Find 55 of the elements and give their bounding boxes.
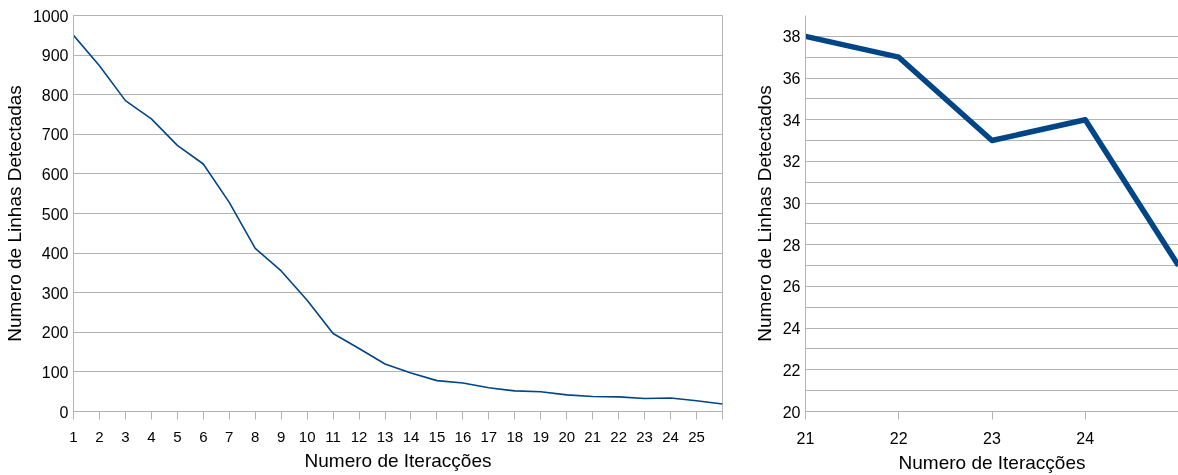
- y-tick-label: 300: [41, 284, 69, 302]
- x-axis-title: Numero de Iteracções: [898, 451, 1086, 473]
- x-tick-label: 16: [454, 427, 472, 445]
- x-tick-label: 22: [889, 429, 908, 447]
- y-tick-label: 100: [41, 363, 69, 381]
- line-series: [73, 34, 723, 405]
- x-tick-label: 17: [480, 427, 498, 445]
- x-tick-label: 24: [1076, 429, 1095, 447]
- x-tick-label: 21: [796, 429, 815, 447]
- y-tick-label: 34: [782, 111, 801, 129]
- y-tick-label: 900: [41, 47, 69, 65]
- y-tick-label: 600: [41, 165, 69, 183]
- x-tick-label: 12: [350, 427, 368, 445]
- y-tick-label: 28: [782, 236, 801, 254]
- y-tick-label: 24: [782, 320, 801, 338]
- y-axis-title: Numero de Linhas Detectadas: [3, 85, 25, 342]
- y-tick-label: 1000: [32, 7, 69, 25]
- x-tick-label: 13: [376, 427, 394, 445]
- x-tick-label: 24: [662, 427, 679, 445]
- x-axis-title: Numero de Iteracções: [304, 449, 492, 471]
- x-tick-label: 20: [558, 427, 576, 445]
- x-tick-label: 9: [277, 427, 286, 445]
- y-tick-label: 30: [782, 195, 801, 213]
- x-tick-label: 6: [199, 427, 208, 445]
- x-tick-label: 4: [147, 427, 156, 445]
- x-tick-label: 3: [121, 427, 130, 445]
- x-tick-label: 15: [428, 427, 446, 445]
- y-tick-label: 800: [41, 86, 69, 104]
- x-tick-label: 23: [983, 429, 1001, 447]
- y-tick-label: 26: [782, 278, 801, 296]
- y-tick-label: 700: [41, 126, 69, 144]
- y-tick-label: 400: [41, 245, 69, 263]
- x-tick-label: 10: [298, 427, 316, 445]
- x-tick-label: 7: [225, 427, 234, 445]
- y-tick-label: 22: [782, 361, 801, 379]
- x-tick-label: 11: [325, 427, 341, 445]
- x-tick-label: 14: [402, 427, 420, 445]
- x-tick-label: 18: [506, 427, 524, 445]
- x-tick-label: 1: [69, 427, 78, 445]
- y-tick-label: 200: [41, 324, 69, 342]
- x-tick-label: 5: [173, 427, 182, 445]
- y-tick-label: 32: [782, 153, 801, 171]
- x-tick-label: 22: [610, 427, 628, 445]
- y-tick-label: 500: [41, 205, 69, 223]
- y-tick-label: 36: [782, 70, 801, 88]
- y-axis-title: Numero de Linhas Detectados: [753, 85, 775, 342]
- x-tick-label: 19: [532, 427, 550, 445]
- y-tick-label: 38: [782, 28, 801, 46]
- x-tick-label: 25: [688, 427, 705, 445]
- x-tick-label: 23: [636, 427, 653, 445]
- x-tick-label: 8: [251, 427, 260, 445]
- x-tick-label: 2: [95, 427, 104, 445]
- y-tick-label: 0: [59, 403, 69, 421]
- x-tick-label: 21: [584, 427, 602, 445]
- y-tick-label: 20: [782, 403, 801, 421]
